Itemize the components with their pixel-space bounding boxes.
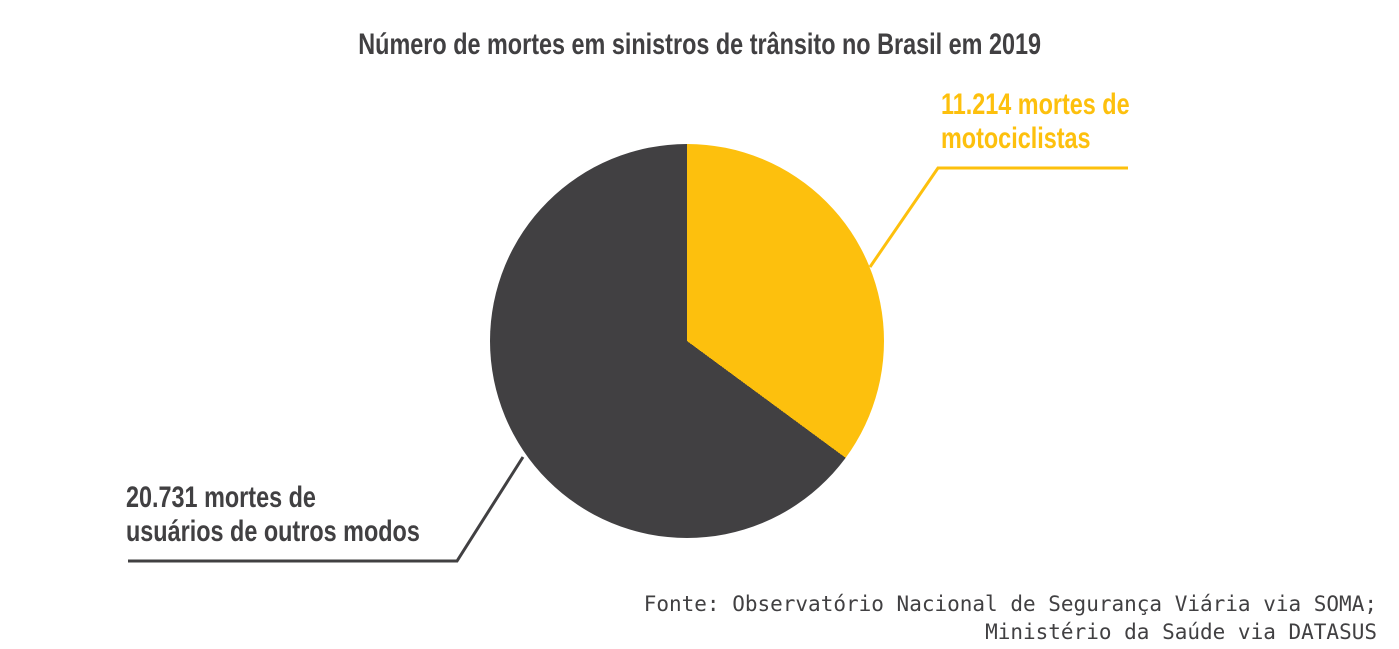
callout-outros-line2: usuários de outros modos [126,515,420,548]
source-note-line1: Fonte: Observatório Nacional de Seguranç… [643,592,1377,616]
source-note: Fonte: Observatório Nacional de Seguranç… [644,590,1377,646]
callout-motociclistas-line2: motociclistas [941,122,1091,155]
leader-line-motociclistas [868,166,1128,268]
source-note-line2: Ministério da Saúde via DATASUS [985,620,1377,644]
chart-title: Número de mortes em sinistros de trânsit… [0,28,1399,62]
callout-motociclistas-line1: 11.214 mortes de [941,88,1130,121]
callout-outros-line1: 20.731 mortes de [126,481,316,514]
chart-title-text: Número de mortes em sinistros de trânsit… [358,28,1041,61]
callout-outros-modos: 20.731 mortes de usuários de outros modo… [126,481,420,549]
callout-motociclistas: 11.214 mortes de motociclistas [941,88,1130,156]
pie-chart [490,144,884,538]
